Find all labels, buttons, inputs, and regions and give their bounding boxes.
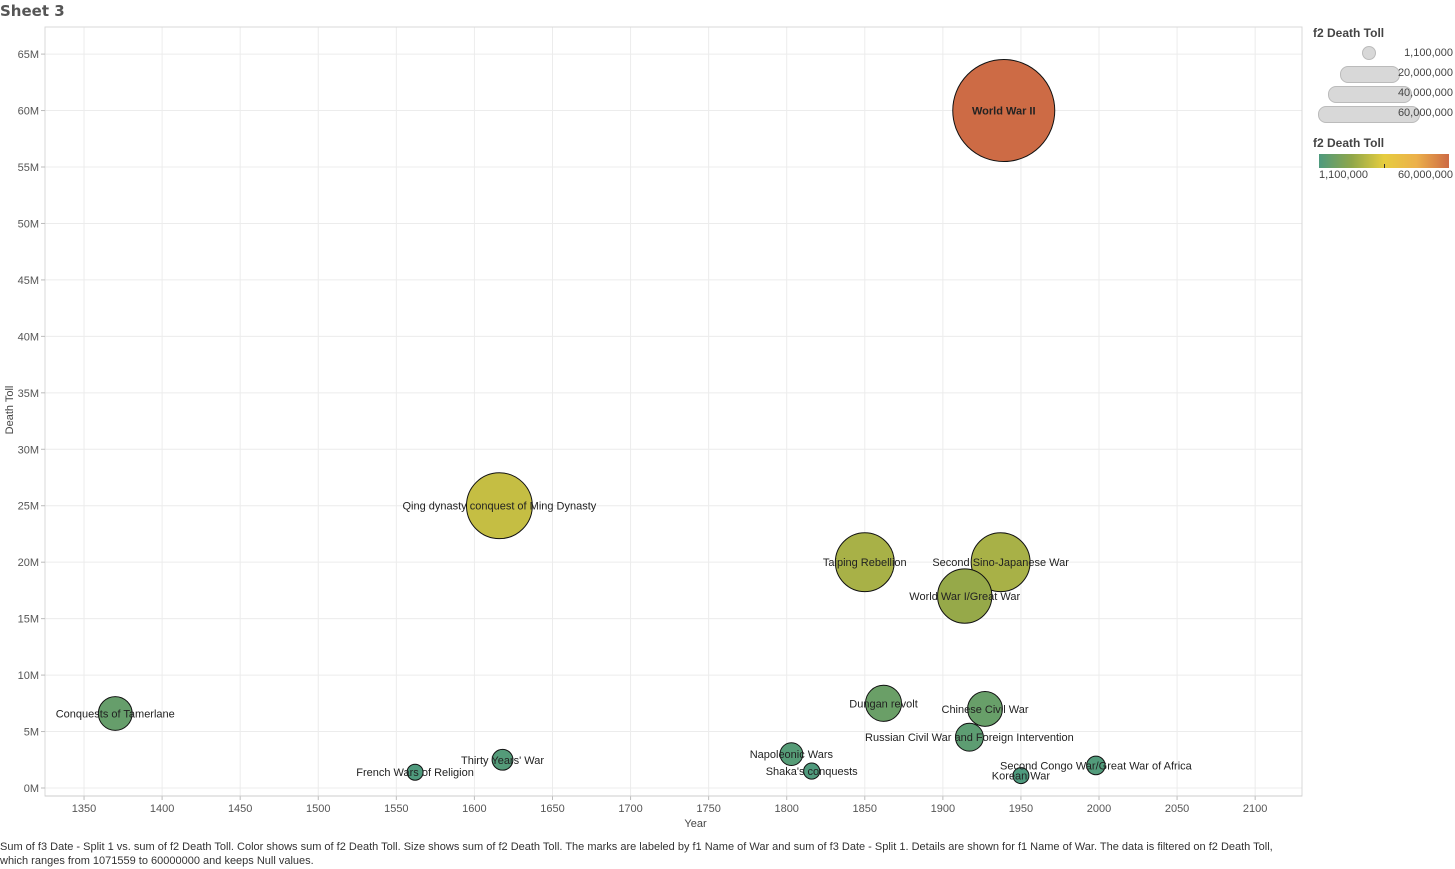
y-tick-label: 40M	[18, 331, 39, 343]
size-legend-value: 40,000,000	[1397, 87, 1453, 99]
bubble-mark[interactable]	[967, 691, 1003, 727]
size-legend-entry[interactable]: 20,000,000	[1313, 64, 1455, 84]
y-axis: 0M 5M 10M 15M 20M 25M 30M 35M 40M 45M 50M 55M 60M 65M	[18, 49, 45, 795]
size-legend-entry[interactable]: 40,000,000	[1313, 84, 1455, 104]
y-tick-label: 50M	[18, 218, 39, 230]
y-tick-label: 35M	[18, 388, 39, 400]
size-legend-value: 60,000,000	[1397, 107, 1453, 119]
bubble-mark[interactable]	[1012, 767, 1030, 785]
plot-frame	[44, 26, 1303, 797]
bubble-mark[interactable]	[491, 748, 514, 771]
color-gradient-bar[interactable]	[1319, 154, 1449, 168]
x-tick-label: 1700	[618, 803, 642, 815]
mark-label: Napoleonic Wars	[750, 749, 834, 761]
mark-labels: World War II Qing dynasty conquest of Min…	[56, 106, 1193, 783]
mark-label: French Wars of Religion	[356, 767, 474, 779]
sheet-title: Sheet 3	[0, 2, 65, 20]
x-tick-label: 2100	[1243, 803, 1267, 815]
size-legend-entry[interactable]: 60,000,000	[1313, 104, 1455, 124]
bubble-mark[interactable]	[834, 532, 895, 593]
mark-label: Chinese Civil War	[942, 704, 1029, 716]
bubble-mark[interactable]	[1086, 755, 1106, 776]
size-legend-value: 20,000,000	[1397, 67, 1453, 79]
mark-label: Second Sino-Japanese War	[932, 557, 1069, 569]
bubble-mark[interactable]	[864, 684, 903, 722]
mark-label: Shaka's conquests	[766, 766, 858, 778]
size-swatch	[1340, 66, 1400, 83]
bubble-mark[interactable]	[97, 696, 133, 731]
x-tick-label: 1650	[540, 803, 564, 815]
mark-label: Second Congo War/Great War of Africa	[1000, 760, 1193, 772]
x-tick-label: 1900	[931, 803, 955, 815]
x-tick-label: 1500	[306, 803, 330, 815]
mark-label: Taiping Rebellion	[823, 557, 907, 569]
mark-label: Korean War	[992, 771, 1051, 783]
y-tick-label: 30M	[18, 444, 39, 456]
bubble-mark[interactable]	[779, 742, 804, 767]
size-swatch	[1362, 46, 1376, 60]
x-tick-label: 1450	[228, 803, 252, 815]
bubble-mark[interactable]	[937, 568, 993, 624]
x-tick-label: 1800	[774, 803, 798, 815]
size-legend: 1,100,000 20,000,000 40,000,000 60,000,0…	[1313, 44, 1455, 124]
y-tick-label: 45M	[18, 275, 39, 287]
mark-label: Dungan revolt	[849, 698, 918, 710]
mark-label: Qing dynasty conquest of Ming Dynasty	[402, 501, 596, 513]
bubble-mark[interactable]	[465, 472, 533, 540]
y-axis-title: Death Toll	[4, 386, 16, 435]
y-tick-label: 10M	[18, 670, 39, 682]
y-tick-label: 0M	[24, 783, 39, 795]
y-tick-label: 25M	[18, 501, 39, 513]
x-tick-label: 1600	[462, 803, 486, 815]
size-legend-value: 1,100,000	[1404, 47, 1453, 59]
bubble-mark[interactable]	[952, 59, 1056, 163]
y-tick-label: 55M	[18, 162, 39, 174]
x-tick-label: 2000	[1087, 803, 1111, 815]
marks	[97, 59, 1106, 785]
x-axis: 1350 1400 1450 1500 1550 1600 1650 1700 1750 1800…	[45, 795, 1302, 815]
x-tick-label: 2050	[1165, 803, 1189, 815]
gridlines	[45, 27, 1302, 796]
gradient-midpoint-tick	[1384, 164, 1385, 168]
y-tick-label: 5M	[24, 727, 39, 739]
x-tick-label: 1850	[853, 803, 877, 815]
bubble-mark[interactable]	[970, 532, 1031, 593]
x-tick-label: 1550	[384, 803, 408, 815]
x-tick-label: 1350	[72, 803, 96, 815]
bubble-mark[interactable]	[954, 722, 984, 752]
y-tick-label: 60M	[18, 106, 39, 118]
y-tick-label: 15M	[18, 614, 39, 626]
size-swatch	[1328, 86, 1412, 103]
size-swatch	[1318, 106, 1420, 123]
mark-label: Thirty Years' War	[461, 755, 544, 767]
mark-label: World War I/Great War	[909, 591, 1020, 603]
x-axis-title: Year	[684, 818, 707, 830]
color-legend-max: 60,000,000	[1397, 169, 1453, 181]
x-tick-label: 1750	[696, 803, 720, 815]
legend-panel: f2 Death Toll 1,100,000 20,000,000 40,00…	[1313, 26, 1455, 181]
bubble-mark[interactable]	[406, 763, 424, 781]
y-tick-label: 65M	[18, 49, 39, 61]
size-legend-entry[interactable]: 1,100,000	[1313, 44, 1455, 64]
x-tick-label: 1950	[1009, 803, 1033, 815]
size-legend-title: f2 Death Toll	[1313, 26, 1385, 40]
bubble-mark[interactable]	[803, 762, 821, 780]
x-tick-label: 1400	[150, 803, 174, 815]
chart-caption: Sum of f3 Date - Split 1 vs. sum of f2 D…	[0, 841, 1273, 867]
color-legend-title: f2 Death Toll	[1313, 136, 1385, 150]
scatter-chart: 0M 5M 10M 15M 20M 25M 30M 35M 40M 45M 50M 55M 60M 65M…	[4, 26, 1303, 830]
mark-label: Conquests of Tamerlane	[56, 708, 175, 720]
color-legend-min: 1,100,000	[1319, 169, 1368, 181]
mark-label: Russian Civil War and Foreign Interventi…	[865, 732, 1074, 744]
y-tick-label: 20M	[18, 557, 39, 569]
mark-label: World War II	[972, 106, 1036, 118]
